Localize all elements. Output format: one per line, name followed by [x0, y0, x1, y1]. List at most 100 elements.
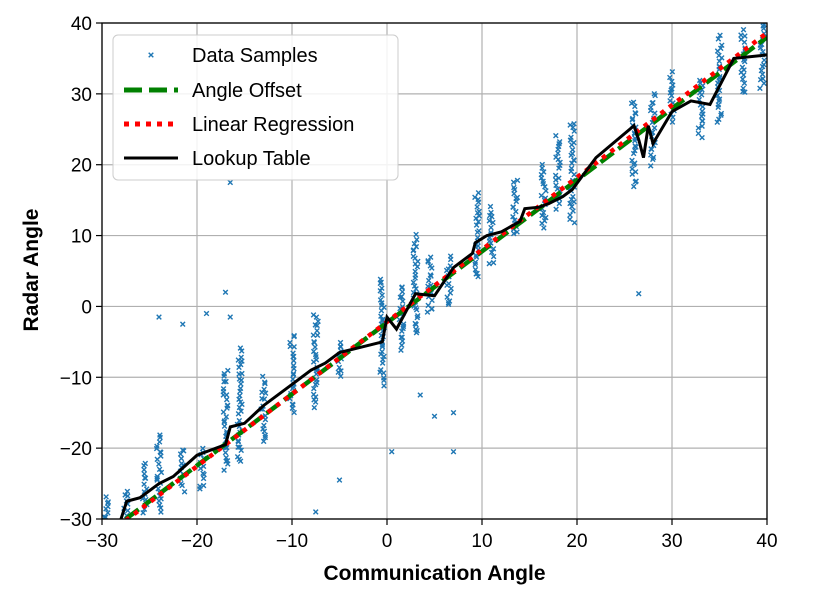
data-point-stroke [223, 413, 230, 420]
data-sample-point [667, 97, 673, 104]
data-sample-point [200, 482, 207, 489]
data-point-stroke [122, 492, 128, 498]
data-point-stroke [238, 408, 244, 414]
data-point-stroke [235, 437, 241, 444]
data-point-stroke [223, 444, 230, 451]
data-sample-point [571, 219, 578, 226]
data-point-stroke [200, 445, 206, 452]
data-point-stroke [740, 72, 747, 78]
data-point-stroke [511, 217, 518, 223]
data-sample-point [669, 119, 676, 125]
data-point-stroke [472, 259, 479, 266]
data-sample-point [696, 77, 703, 84]
data-point-stroke [124, 507, 131, 514]
y-tick-label: 20 [71, 156, 92, 177]
data-point-stroke [697, 80, 704, 86]
data-sample-point [338, 368, 344, 374]
data-sample-point [178, 455, 185, 462]
data-sample-point [543, 214, 549, 221]
data-point-stroke [140, 509, 146, 516]
data-point-stroke [557, 159, 563, 166]
data-point-stroke [200, 470, 206, 477]
data-sample-outlier [388, 448, 395, 455]
data-sample-point [259, 395, 265, 402]
data-sample-point [287, 339, 293, 346]
data-point-stroke [336, 364, 343, 371]
data-sample-point [378, 366, 384, 373]
data-sample-point [445, 280, 452, 287]
data-point-stroke [553, 182, 559, 189]
data-point-stroke [124, 488, 131, 495]
data-point-stroke [157, 434, 163, 441]
data-point-stroke [379, 316, 386, 323]
data-point-stroke [181, 488, 188, 495]
data-point-stroke [472, 266, 479, 273]
data-point-stroke [414, 312, 421, 319]
data-point-stroke [154, 473, 161, 480]
data-sample-point [552, 177, 559, 183]
data-point-stroke [431, 413, 438, 420]
data-point-stroke [715, 102, 722, 108]
data-point-stroke [510, 230, 517, 237]
data-point-stroke [378, 285, 385, 292]
data-sample-point [236, 371, 242, 377]
data-point-stroke [648, 104, 654, 111]
data-sample-point [158, 469, 165, 476]
data-point-stroke [378, 313, 384, 320]
data-sample-point [379, 316, 386, 323]
data-point-stroke [157, 505, 164, 511]
data-point-stroke [312, 351, 319, 358]
data-point-stroke [224, 457, 231, 464]
data-point-stroke [567, 122, 573, 128]
grid [101, 22, 768, 520]
data-sample-point [539, 212, 545, 219]
data-point-stroke [338, 368, 344, 374]
data-sample-outlier [312, 509, 319, 515]
data-point-stroke [237, 399, 244, 405]
data-sample-point [262, 432, 269, 439]
data-sample-point [739, 76, 746, 83]
data-point-stroke [718, 42, 725, 49]
data-point-stroke [414, 263, 421, 270]
data-sample-point [633, 178, 639, 184]
data-point-stroke [179, 321, 186, 327]
data-point-stroke [261, 422, 267, 429]
plot-content [102, 23, 767, 519]
data-sample-point [223, 396, 230, 403]
data-point-stroke [410, 289, 417, 296]
data-point-stroke [411, 303, 417, 309]
data-sample-point [291, 409, 297, 416]
data-sample-point [629, 115, 636, 122]
data-sample-point [290, 362, 297, 369]
data-sample-point [236, 444, 243, 451]
data-point-stroke [717, 73, 723, 80]
data-sample-point [567, 212, 573, 218]
plot-frame [101, 22, 768, 520]
data-sample-point [237, 385, 244, 392]
data-point-stroke [473, 254, 480, 260]
data-sample-point [741, 80, 748, 86]
y-tick-label: −30 [60, 510, 92, 531]
data-point-stroke [179, 447, 186, 453]
data-point-stroke [259, 395, 265, 402]
data-point-stroke [630, 183, 637, 190]
data-sample-point [290, 370, 297, 377]
data-sample-point [103, 494, 109, 500]
data-point-stroke [511, 190, 517, 197]
data-sample-outlier [417, 392, 424, 398]
data-point-stroke [571, 128, 578, 134]
data-sample-point [553, 182, 559, 189]
data-sample-point [540, 169, 547, 175]
data-point-stroke [427, 272, 434, 278]
x-tick-label: 10 [471, 531, 492, 552]
data-sample-point [397, 294, 404, 301]
data-point-stroke [237, 345, 244, 351]
data-sample-point [425, 302, 432, 309]
data-point-stroke [514, 229, 520, 235]
data-point-stroke [540, 178, 546, 185]
data-point-stroke [717, 32, 723, 39]
data-point-stroke [178, 460, 185, 467]
data-sample-point [717, 32, 723, 39]
data-sample-point [310, 312, 317, 318]
